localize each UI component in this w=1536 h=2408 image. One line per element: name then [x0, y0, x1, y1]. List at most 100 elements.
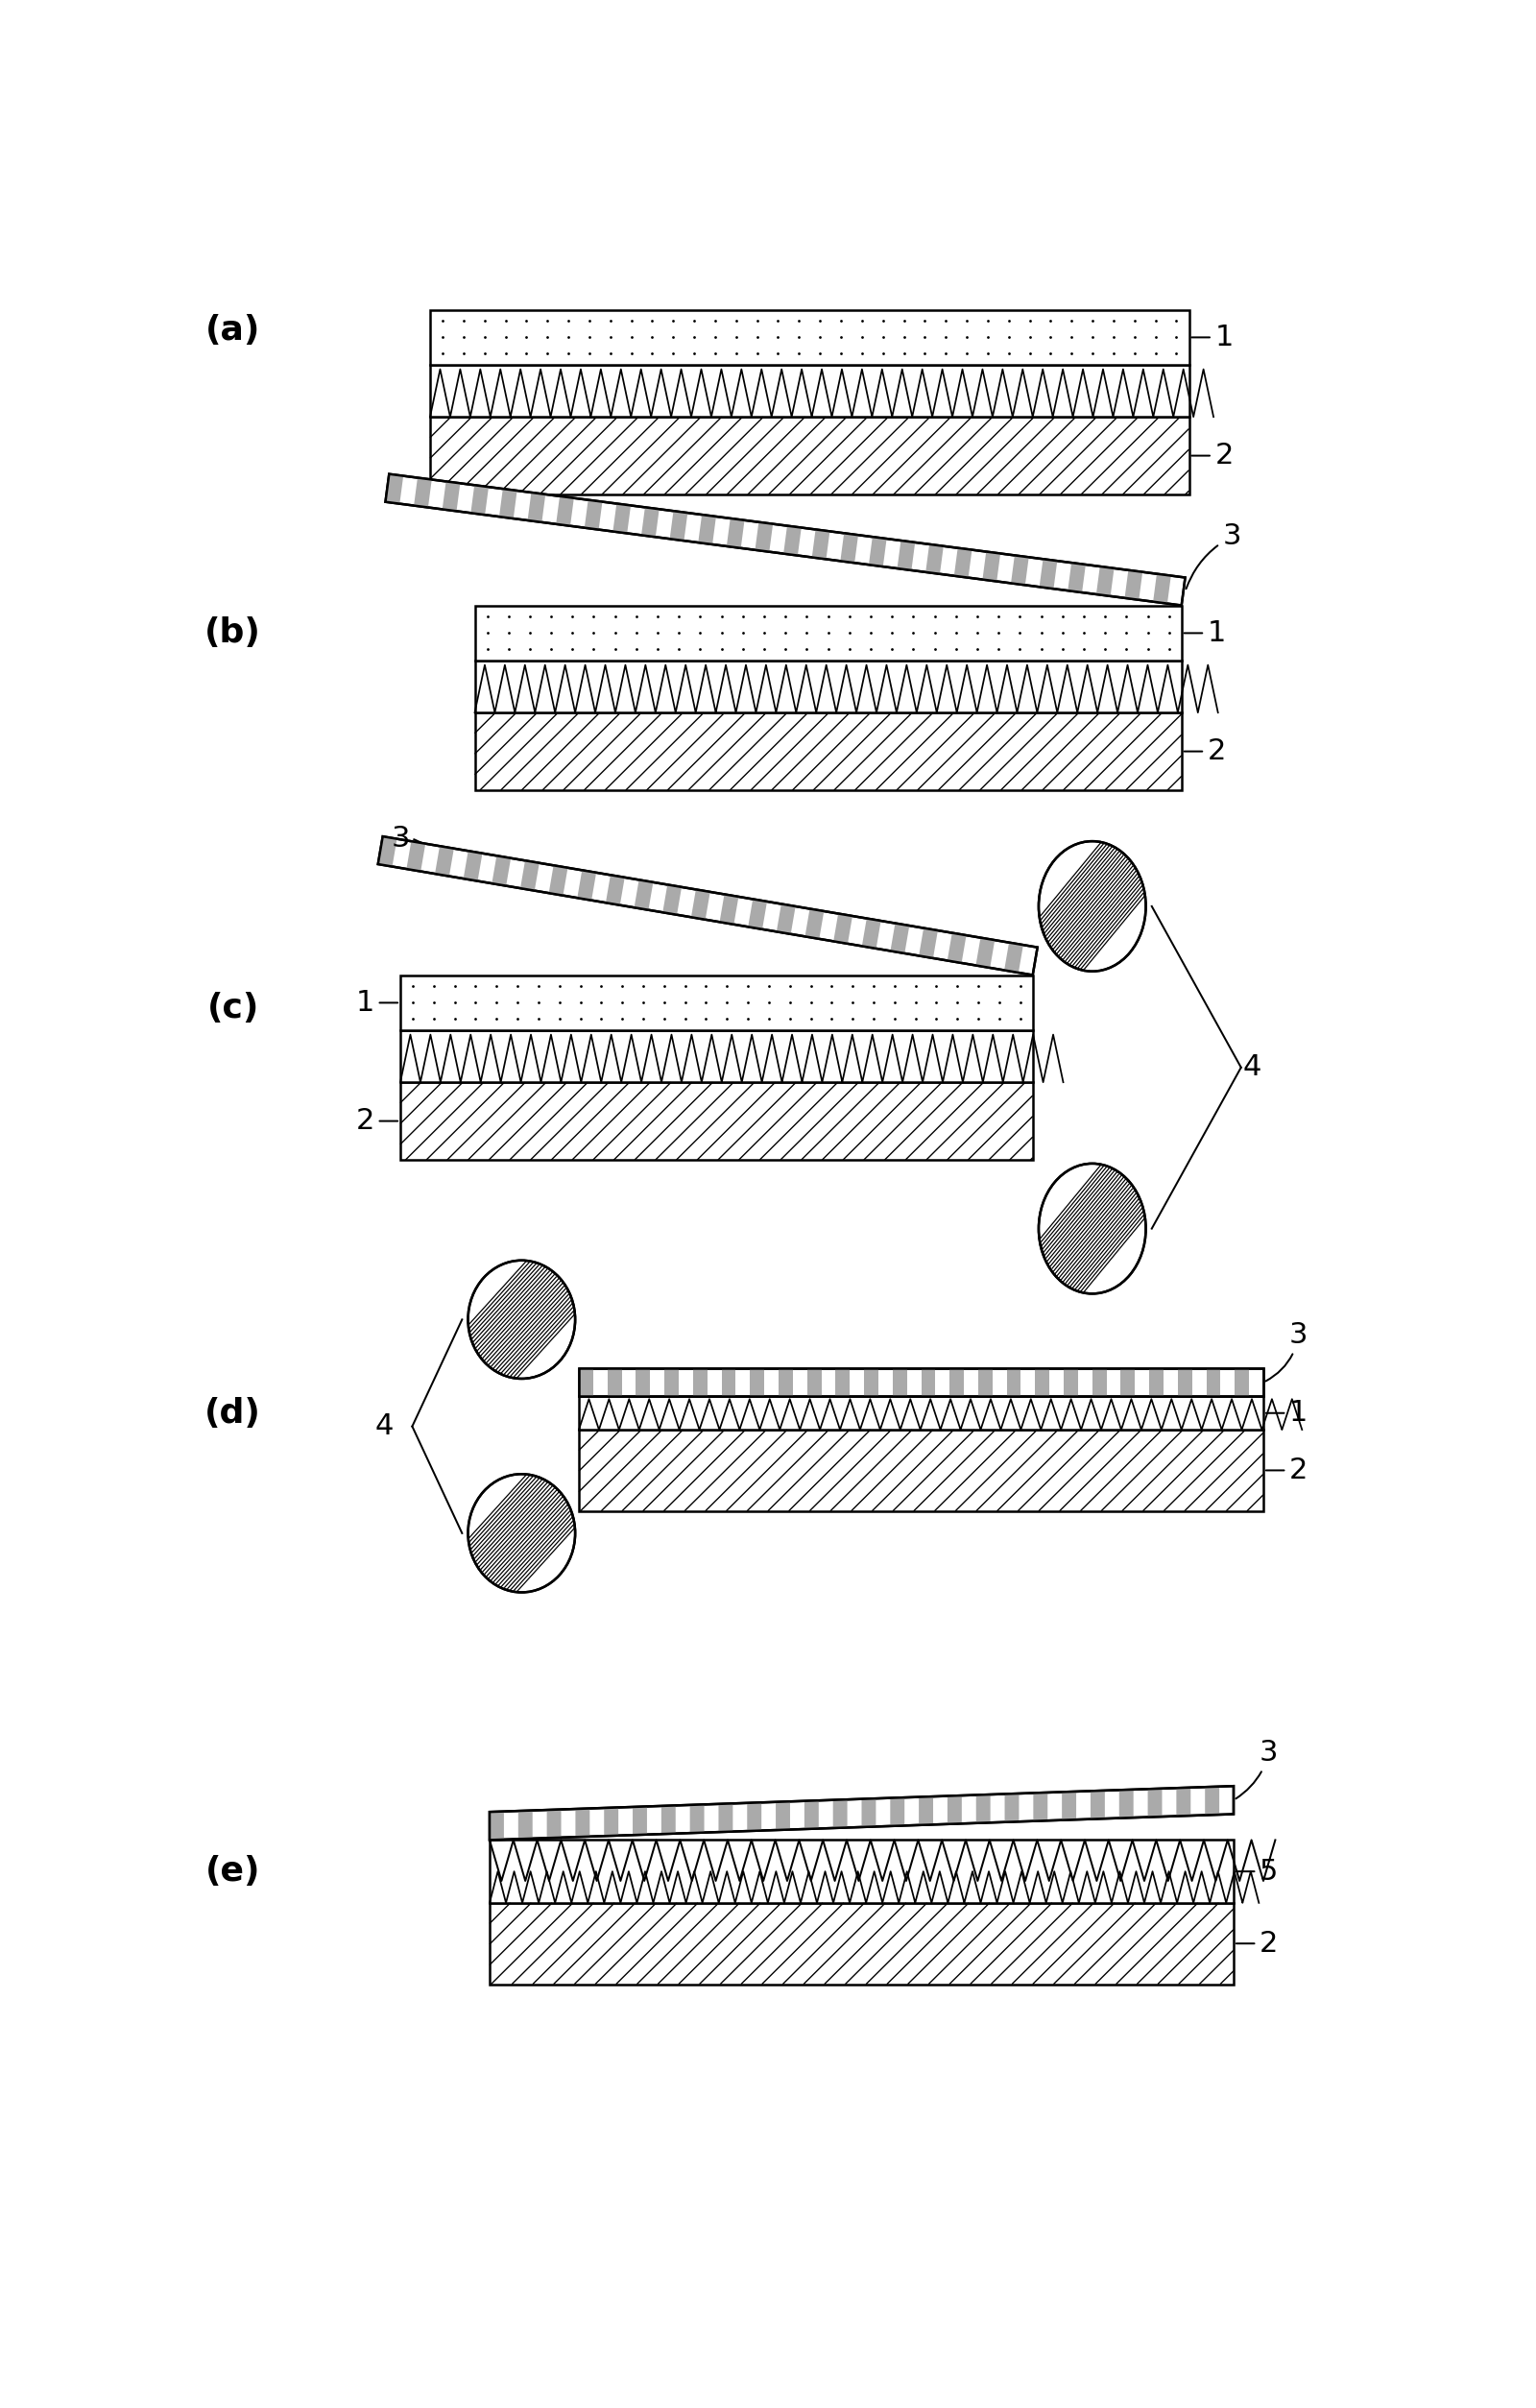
Text: (a): (a) [206, 313, 261, 347]
Bar [1035, 1368, 1049, 1397]
Polygon shape [386, 474, 1186, 604]
Bar [1092, 1368, 1106, 1397]
Text: 2: 2 [1266, 1457, 1309, 1483]
Bar [1149, 1368, 1164, 1397]
Polygon shape [378, 836, 1037, 975]
Polygon shape [1005, 942, 1023, 973]
Bar [475, 604, 1181, 660]
Bar [1206, 1368, 1221, 1397]
Polygon shape [662, 1806, 676, 1835]
Polygon shape [1011, 556, 1029, 585]
Bar [693, 1368, 707, 1397]
Polygon shape [891, 1796, 905, 1825]
Polygon shape [1177, 1787, 1190, 1816]
Text: 2: 2 [356, 1108, 398, 1134]
Polygon shape [813, 530, 829, 559]
Polygon shape [1204, 1787, 1220, 1816]
Bar [1064, 1368, 1078, 1397]
Polygon shape [1005, 1794, 1018, 1823]
Text: 3: 3 [392, 824, 410, 852]
Bar [922, 1368, 935, 1397]
Ellipse shape [1038, 840, 1146, 970]
Ellipse shape [468, 1474, 574, 1592]
Ellipse shape [468, 1259, 574, 1380]
Polygon shape [719, 1804, 733, 1832]
Polygon shape [378, 836, 396, 867]
Bar [401, 1031, 1032, 1081]
Polygon shape [386, 474, 404, 503]
Bar [1178, 1368, 1192, 1397]
Polygon shape [499, 489, 518, 518]
Bar [978, 1368, 992, 1397]
Text: 1: 1 [1192, 323, 1233, 352]
Polygon shape [1097, 566, 1114, 597]
Polygon shape [862, 1799, 876, 1828]
Bar [579, 1368, 1263, 1397]
Polygon shape [1091, 1792, 1104, 1818]
Polygon shape [1061, 1792, 1077, 1820]
Bar [430, 366, 1189, 417]
Bar [1121, 1368, 1135, 1397]
Text: (b): (b) [204, 616, 261, 650]
Polygon shape [727, 518, 745, 549]
Bar [836, 1368, 849, 1397]
Polygon shape [1124, 571, 1143, 600]
Polygon shape [975, 937, 995, 968]
Polygon shape [777, 903, 796, 934]
Bar [665, 1368, 679, 1397]
Bar [579, 1430, 1263, 1512]
Polygon shape [954, 549, 972, 578]
Polygon shape [862, 917, 882, 949]
Polygon shape [518, 1811, 533, 1840]
Text: 1: 1 [356, 990, 398, 1016]
Polygon shape [642, 508, 659, 537]
Polygon shape [605, 874, 625, 905]
Polygon shape [805, 908, 823, 939]
Bar [607, 1368, 622, 1397]
Bar [475, 713, 1181, 790]
Polygon shape [834, 913, 852, 944]
Polygon shape [613, 503, 631, 532]
Polygon shape [556, 496, 574, 525]
Bar [1006, 1368, 1021, 1397]
Polygon shape [805, 1801, 819, 1830]
Polygon shape [490, 1787, 1233, 1840]
Polygon shape [691, 889, 710, 920]
Polygon shape [891, 922, 909, 954]
Polygon shape [1147, 1789, 1163, 1818]
Text: 3: 3 [1266, 1322, 1309, 1382]
Polygon shape [983, 551, 1000, 580]
Bar [722, 1368, 736, 1397]
Polygon shape [604, 1808, 619, 1835]
Polygon shape [521, 860, 539, 891]
Text: (c): (c) [207, 992, 260, 1026]
Polygon shape [748, 898, 766, 929]
Bar [579, 1368, 1263, 1397]
Polygon shape [690, 1804, 703, 1832]
Polygon shape [470, 484, 488, 515]
Polygon shape [492, 855, 511, 886]
Bar [1235, 1368, 1249, 1397]
Polygon shape [464, 850, 482, 881]
Polygon shape [1154, 573, 1170, 604]
Polygon shape [840, 532, 859, 563]
Bar [430, 311, 1189, 366]
Text: 2: 2 [1236, 1929, 1278, 1958]
Text: 3: 3 [1186, 523, 1241, 590]
Bar [490, 1840, 1233, 1902]
Polygon shape [634, 879, 653, 910]
Text: 3: 3 [1236, 1739, 1278, 1799]
Bar [779, 1368, 793, 1397]
Polygon shape [783, 525, 802, 556]
Polygon shape [490, 1811, 504, 1840]
Text: 4: 4 [375, 1413, 393, 1440]
Bar [949, 1368, 965, 1397]
Polygon shape [948, 1796, 962, 1825]
Polygon shape [869, 537, 886, 566]
Polygon shape [746, 1804, 762, 1830]
Polygon shape [1040, 559, 1057, 588]
Polygon shape [919, 927, 938, 958]
Bar [490, 1902, 1233, 1984]
Polygon shape [948, 932, 966, 963]
Polygon shape [1120, 1789, 1134, 1818]
